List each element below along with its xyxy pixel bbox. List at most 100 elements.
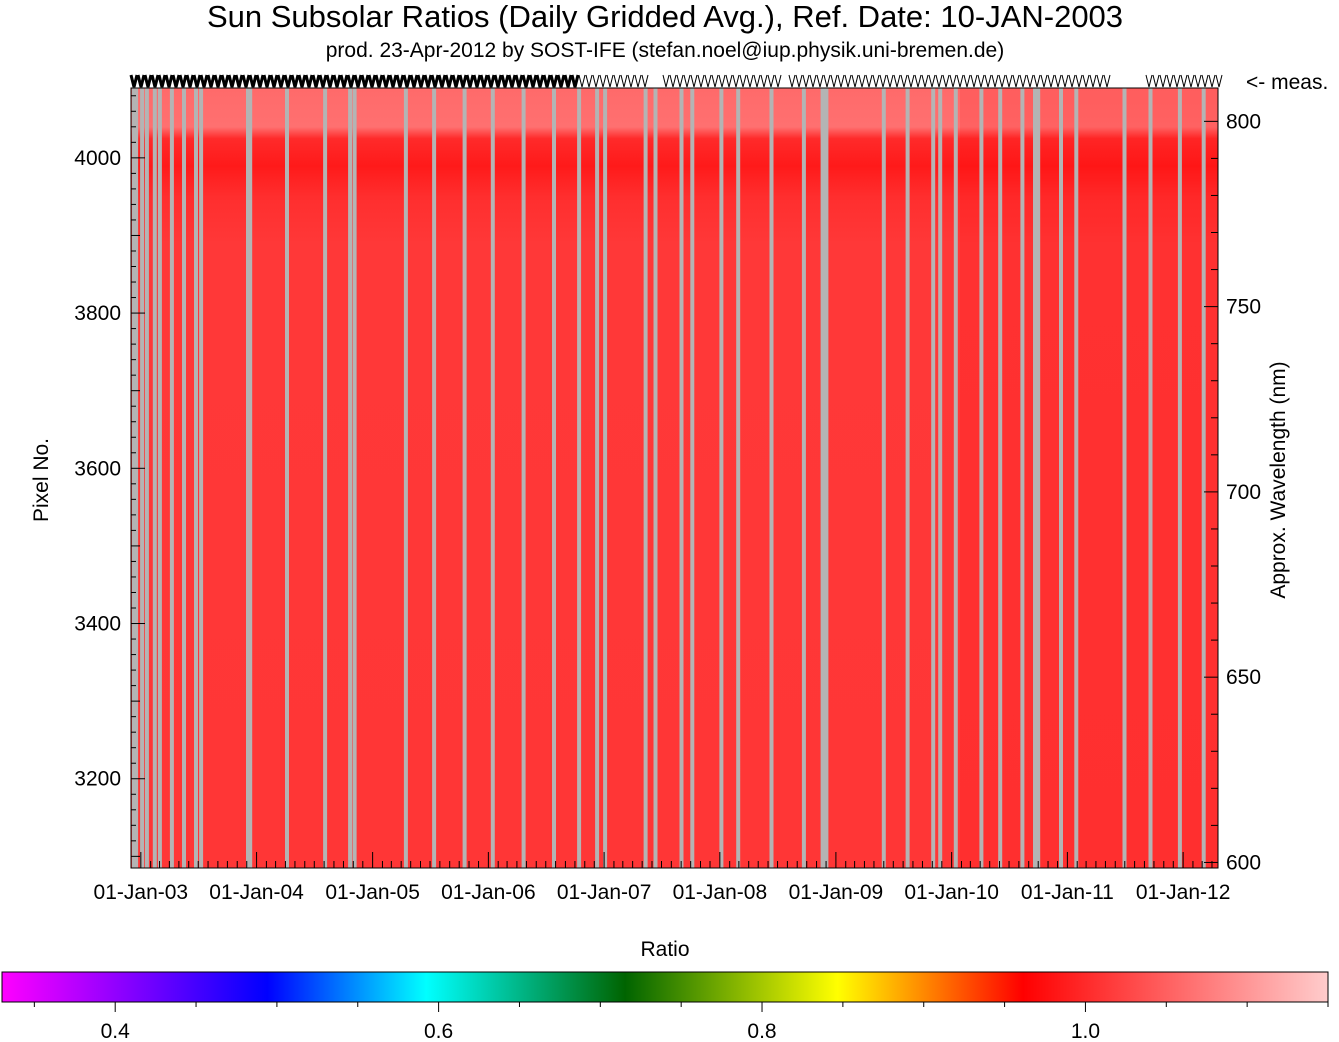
data-gap-28 <box>690 88 695 868</box>
meas-mark <box>199 74 209 88</box>
data-gap-0 <box>131 88 136 868</box>
meas-mark <box>262 74 272 88</box>
meas-mark <box>220 74 230 88</box>
meas-mark <box>241 74 251 88</box>
meas-mark <box>157 74 167 88</box>
y-tick-label: 3400 <box>74 613 121 636</box>
data-gap-5 <box>157 88 162 868</box>
meas-mark <box>725 74 733 88</box>
y2-tick-label: 800 <box>1226 110 1261 133</box>
meas-mark <box>528 74 538 88</box>
meas-mark <box>858 74 866 88</box>
meas-mark <box>998 74 1006 88</box>
meas-mark <box>809 74 817 88</box>
meas-mark <box>500 74 510 88</box>
meas-mark <box>171 74 181 88</box>
y2-axis: 600 650 700 750 800 <box>1204 110 1261 874</box>
meas-mark <box>837 74 845 88</box>
meas-mark <box>669 74 677 88</box>
meas-mark <box>276 74 286 88</box>
data-gap-13 <box>323 88 328 868</box>
meas-mark <box>1068 74 1076 88</box>
data-gap-22 <box>577 88 582 868</box>
meas-mark <box>388 74 398 88</box>
meas-mark <box>493 74 503 88</box>
meas-mark <box>332 74 342 88</box>
data-gap-7 <box>182 88 186 868</box>
data-gap-33 <box>820 88 825 868</box>
meas-mark <box>767 74 775 88</box>
meas-mark <box>521 74 531 88</box>
meas-mark <box>430 74 440 88</box>
meas-mark <box>465 74 475 88</box>
meas-mark <box>451 74 461 88</box>
meas-mark <box>444 74 454 88</box>
heatmap-late-period-shade <box>960 88 1218 868</box>
meas-mark <box>437 74 447 88</box>
meas-mark <box>620 74 628 88</box>
meas-mark <box>234 74 244 88</box>
meas-mark <box>921 74 929 88</box>
data-gap-40 <box>979 88 984 868</box>
data-gap-45 <box>1059 88 1063 868</box>
meas-mark <box>928 74 936 88</box>
data-gap-18 <box>462 88 467 868</box>
colorbar-tick-label: 0.8 <box>747 1020 776 1042</box>
meas-mark <box>395 74 405 88</box>
data-gap-17 <box>432 88 437 868</box>
meas-mark <box>1033 74 1041 88</box>
meas-mark <box>150 74 160 88</box>
data-gap-9 <box>199 88 204 868</box>
x-tick-label: 01-Jan-10 <box>904 881 999 904</box>
meas-mark <box>942 74 950 88</box>
x-tick-label: 01-Jan-03 <box>94 881 189 904</box>
meas-mark <box>704 74 712 88</box>
data-gap-20 <box>521 88 526 868</box>
meas-mark <box>556 74 566 88</box>
data-gap-38 <box>938 88 943 868</box>
meas-mark <box>1054 74 1062 88</box>
meas-mark <box>1173 74 1181 88</box>
meas-mark <box>1194 74 1202 88</box>
data-gap-1 <box>134 88 139 868</box>
meas-mark <box>192 74 202 88</box>
meas-mark <box>1103 74 1111 88</box>
meas-label: <- meas. <box>1246 71 1328 94</box>
meas-mark <box>514 74 524 88</box>
data-gap-31 <box>769 88 774 868</box>
meas-mark <box>416 74 426 88</box>
x-axis: 01-Jan-03 01-Jan-04 01-Jan-05 01-Jan-06 01-J… <box>94 852 1230 904</box>
meas-mark <box>185 74 195 88</box>
data-gap-50 <box>1201 88 1206 868</box>
colorbar-tick-label: 0.4 <box>101 1020 131 1042</box>
meas-mark <box>697 74 705 88</box>
chart-title: Sun Subsolar Ratios (Daily Gridded Avg.)… <box>207 0 1123 34</box>
data-gap-15 <box>352 88 357 868</box>
data-gap-35 <box>881 88 886 868</box>
plot-frame <box>130 87 1219 869</box>
x-tick-label: 01-Jan-07 <box>557 881 652 904</box>
meas-mark <box>823 74 831 88</box>
data-gap-3 <box>144 88 149 868</box>
meas-mark <box>690 74 698 88</box>
meas-mark <box>1040 74 1048 88</box>
meas-mark <box>479 74 489 88</box>
meas-mark <box>472 74 482 88</box>
meas-mark <box>255 74 265 88</box>
meas-mark <box>1166 74 1174 88</box>
meas-mark <box>1026 74 1034 88</box>
meas-mark <box>606 74 614 88</box>
meas-mark <box>900 74 908 88</box>
meas-mark <box>1082 74 1090 88</box>
data-gap-25 <box>643 88 648 868</box>
data-gap-41 <box>998 88 1003 868</box>
meas-mark <box>143 74 153 88</box>
meas-mark <box>402 74 412 88</box>
y-tick-label: 3200 <box>74 768 121 791</box>
x-tick-label: 01-Jan-11 <box>1021 881 1114 904</box>
meas-mark <box>486 74 496 88</box>
colorbar-gradient <box>1 971 1329 1003</box>
meas-mark <box>374 74 384 88</box>
meas-mark <box>641 74 649 88</box>
meas-mark <box>409 74 419 88</box>
